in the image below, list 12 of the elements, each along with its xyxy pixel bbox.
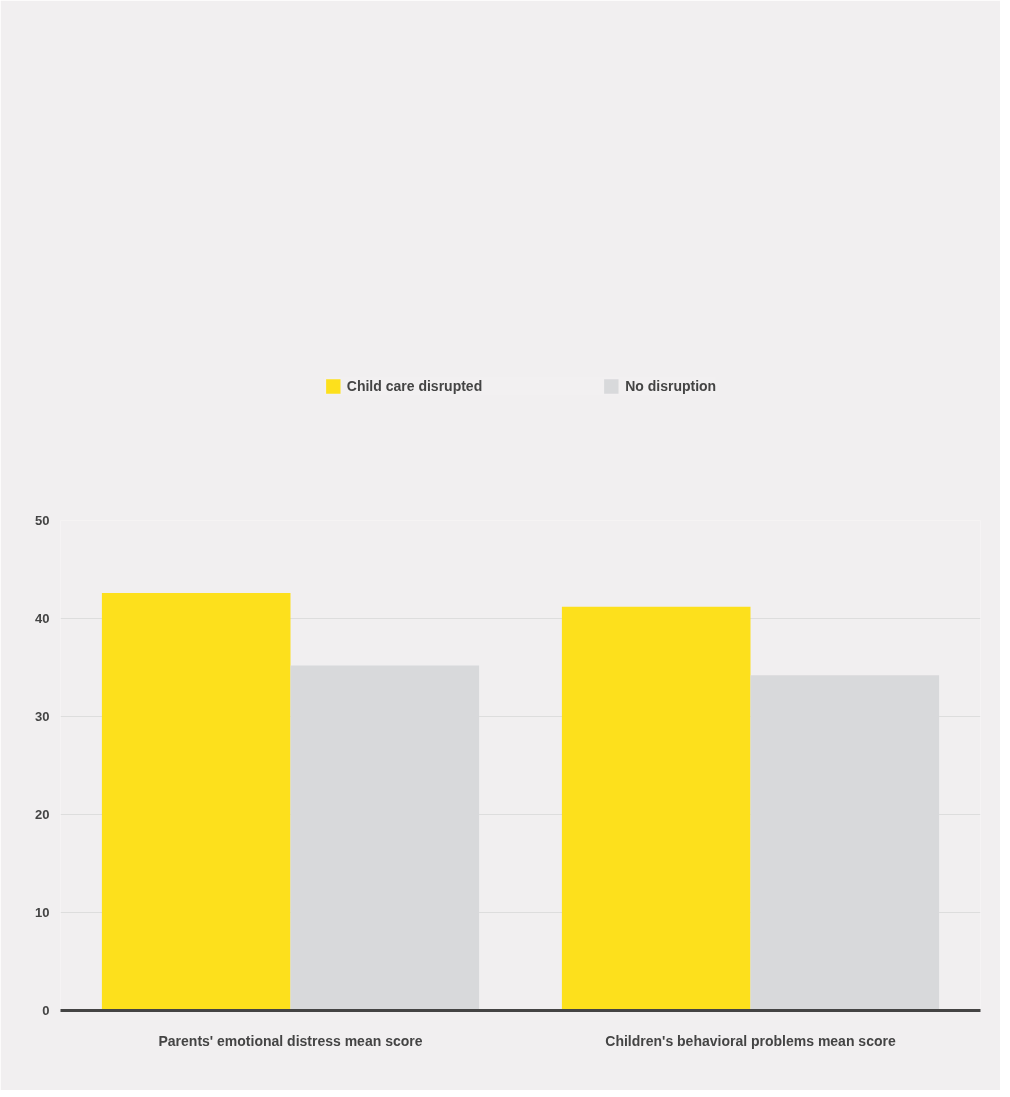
y-tick-label: 30 (35, 709, 50, 724)
x-tick-label: Parents' emotional distress mean score (158, 1032, 423, 1049)
bar (101, 593, 291, 1011)
y-tick-label: 0 (42, 1003, 50, 1018)
x-tick-label: Children's behavioral problems mean score (605, 1032, 896, 1049)
y-tick-label: 50 (35, 513, 50, 528)
legend-label: Child care disrupted (346, 377, 483, 394)
legend-label: No disruption (625, 377, 717, 394)
y-tick-label: 40 (35, 611, 50, 626)
bar (561, 606, 751, 1011)
y-tick-label: 20 (35, 807, 50, 822)
y-tick-label: 10 (35, 905, 50, 920)
